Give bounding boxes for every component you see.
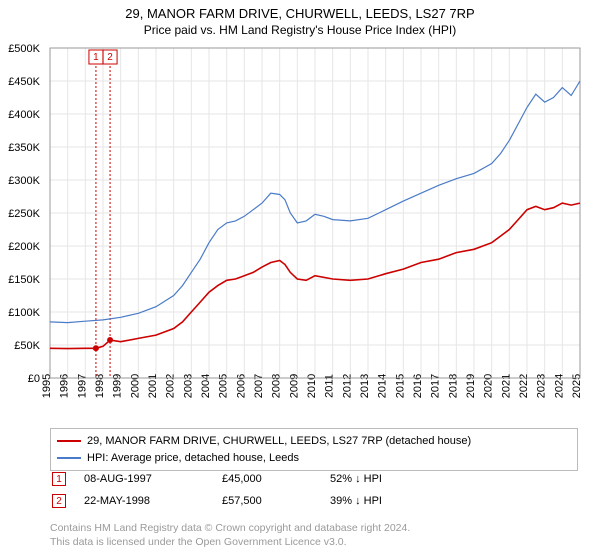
svg-text:1996: 1996 xyxy=(59,374,71,398)
svg-text:1995: 1995 xyxy=(41,374,53,398)
svg-text:£450K: £450K xyxy=(8,76,40,88)
svg-text:2024: 2024 xyxy=(553,374,565,398)
svg-text:2004: 2004 xyxy=(200,374,212,398)
chart-container: 29, MANOR FARM DRIVE, CHURWELL, LEEDS, L… xyxy=(0,0,600,560)
event-price: £57,500 xyxy=(222,495,312,507)
legend-swatch-hpi xyxy=(57,457,81,459)
svg-text:1999: 1999 xyxy=(112,374,124,398)
svg-text:1: 1 xyxy=(93,52,99,63)
svg-text:2017: 2017 xyxy=(430,374,442,398)
event-badge-2: 2 xyxy=(52,494,66,508)
svg-text:2022: 2022 xyxy=(518,374,530,398)
event-delta: 52% ↓ HPI xyxy=(330,473,450,485)
legend: 29, MANOR FARM DRIVE, CHURWELL, LEEDS, L… xyxy=(50,428,578,471)
svg-text:2020: 2020 xyxy=(483,374,495,398)
svg-text:2012: 2012 xyxy=(341,374,353,398)
event-row: 1 08-AUG-1997 £45,000 52% ↓ HPI xyxy=(50,472,578,486)
svg-text:2007: 2007 xyxy=(253,374,265,398)
svg-text:2006: 2006 xyxy=(235,374,247,398)
legend-label-hpi: HPI: Average price, detached house, Leed… xyxy=(87,450,299,467)
svg-text:2002: 2002 xyxy=(165,374,177,398)
svg-text:2014: 2014 xyxy=(377,374,389,398)
event-date: 22-MAY-1998 xyxy=(84,495,204,507)
event-delta: 39% ↓ HPI xyxy=(330,495,450,507)
svg-text:2023: 2023 xyxy=(536,374,548,398)
chart-area: £0£50K£100K£150K£200K£250K£300K£350K£400… xyxy=(50,48,580,378)
title-sub: Price paid vs. HM Land Registry's House … xyxy=(0,23,600,39)
svg-text:2019: 2019 xyxy=(465,374,477,398)
legend-row: HPI: Average price, detached house, Leed… xyxy=(57,450,571,467)
svg-text:2018: 2018 xyxy=(447,374,459,398)
legend-swatch-property xyxy=(57,440,81,442)
svg-text:£400K: £400K xyxy=(8,109,40,121)
svg-text:2008: 2008 xyxy=(271,374,283,398)
event-row: 2 22-MAY-1998 £57,500 39% ↓ HPI xyxy=(50,494,578,508)
svg-text:2015: 2015 xyxy=(394,374,406,398)
svg-text:2: 2 xyxy=(107,52,113,63)
svg-text:2025: 2025 xyxy=(571,374,583,398)
svg-text:£200K: £200K xyxy=(8,241,40,253)
svg-text:1998: 1998 xyxy=(94,374,106,398)
chart-svg: £0£50K£100K£150K£200K£250K£300K£350K£400… xyxy=(50,48,580,428)
svg-text:2009: 2009 xyxy=(288,374,300,398)
svg-text:£150K: £150K xyxy=(8,274,40,286)
event-badge-1: 1 xyxy=(52,472,66,486)
svg-text:£350K: £350K xyxy=(8,142,40,154)
event-date: 08-AUG-1997 xyxy=(84,473,204,485)
svg-text:£500K: £500K xyxy=(8,43,40,55)
svg-text:2016: 2016 xyxy=(412,374,424,398)
svg-text:2005: 2005 xyxy=(218,374,230,398)
event-price: £45,000 xyxy=(222,473,312,485)
svg-text:2003: 2003 xyxy=(182,374,194,398)
svg-text:£50K: £50K xyxy=(14,340,40,352)
svg-text:£100K: £100K xyxy=(8,307,40,319)
events-block: 1 08-AUG-1997 £45,000 52% ↓ HPI 2 22-MAY… xyxy=(50,472,578,516)
svg-text:£300K: £300K xyxy=(8,175,40,187)
title-main: 29, MANOR FARM DRIVE, CHURWELL, LEEDS, L… xyxy=(0,6,600,23)
svg-text:£250K: £250K xyxy=(8,208,40,220)
svg-text:2013: 2013 xyxy=(359,374,371,398)
svg-text:2010: 2010 xyxy=(306,374,318,398)
svg-text:1997: 1997 xyxy=(76,374,88,398)
title-block: 29, MANOR FARM DRIVE, CHURWELL, LEEDS, L… xyxy=(0,0,600,38)
legend-label-property: 29, MANOR FARM DRIVE, CHURWELL, LEEDS, L… xyxy=(87,433,471,450)
svg-text:2000: 2000 xyxy=(129,374,141,398)
footer-note: Contains HM Land Registry data © Crown c… xyxy=(50,522,578,549)
footer-line2: This data is licensed under the Open Gov… xyxy=(50,536,578,550)
svg-text:£0: £0 xyxy=(28,373,40,385)
svg-text:2001: 2001 xyxy=(147,374,159,398)
legend-row: 29, MANOR FARM DRIVE, CHURWELL, LEEDS, L… xyxy=(57,433,571,450)
footer-line1: Contains HM Land Registry data © Crown c… xyxy=(50,522,578,536)
svg-text:2021: 2021 xyxy=(500,374,512,398)
